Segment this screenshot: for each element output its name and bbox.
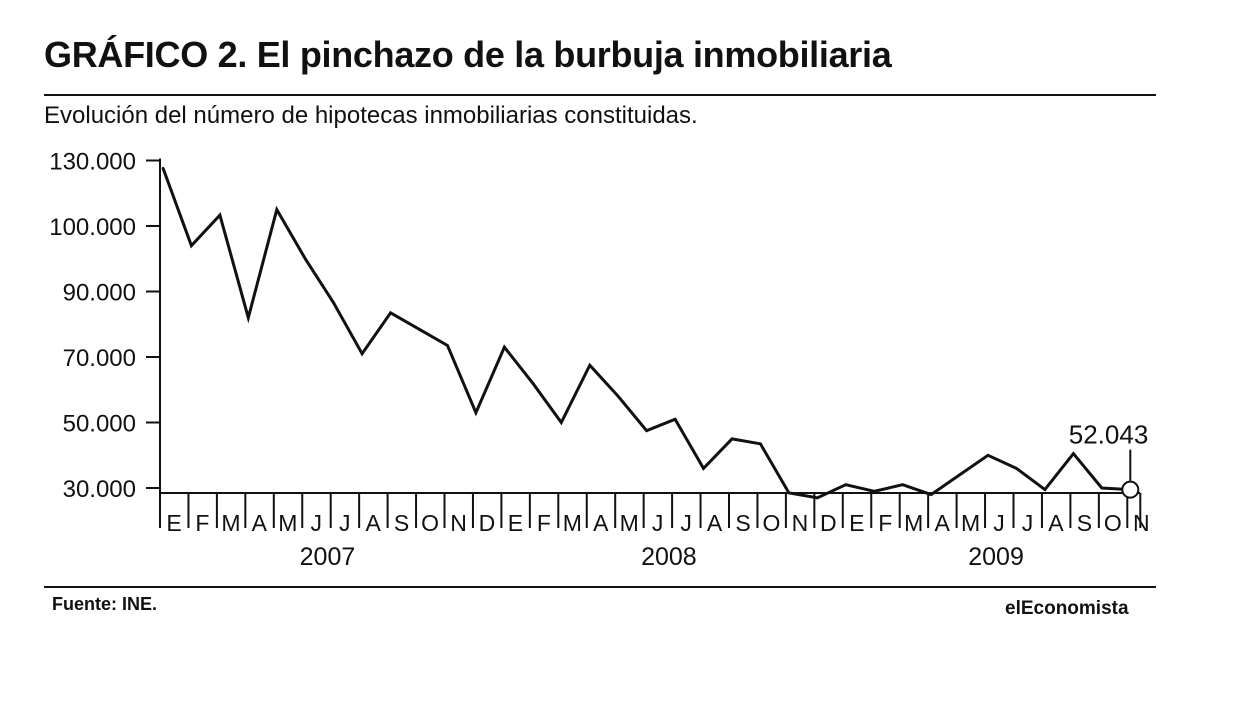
x-tick-label: E: [849, 510, 864, 536]
publisher-logo: elEconomista: [1005, 598, 1129, 619]
x-tick-label: S: [735, 510, 750, 536]
chart-title: GRÁFICO 2. El pinchazo de la burbuja inm…: [44, 34, 892, 75]
data-point: [247, 316, 250, 319]
data-point: [1100, 486, 1104, 490]
data-point: [759, 442, 762, 445]
data-point: [474, 411, 478, 414]
data-point: [787, 491, 791, 495]
y-axis: 30.000 50.000 70.000 90.000 100.000 130.000: [49, 149, 161, 503]
data-point: [560, 421, 563, 424]
x-tick-label: J: [652, 510, 664, 536]
data-point: [1072, 452, 1075, 455]
data-point: [588, 364, 591, 367]
x-tick-label: M: [221, 510, 240, 536]
data-point: [360, 352, 364, 355]
x-tick-label: N: [792, 510, 809, 536]
x-tick-label: N: [1133, 510, 1150, 536]
data-point: [901, 483, 904, 486]
year-label: 2007: [300, 543, 356, 571]
x-tick-label: O: [1104, 510, 1122, 536]
data-point: [275, 208, 278, 211]
x-tick-label: A: [1048, 510, 1064, 536]
data-point: [389, 311, 392, 314]
data-point: [218, 213, 222, 217]
x-tick-label: J: [311, 510, 323, 536]
x-tick-label: D: [479, 510, 496, 536]
x-tick-label: M: [278, 510, 297, 536]
x-tick-label: A: [252, 510, 268, 536]
year-label: 2009: [968, 543, 1024, 571]
y-tick-label: 90.000: [63, 280, 136, 307]
data-point: [503, 346, 506, 349]
x-tick-label: E: [508, 510, 523, 536]
x-tick-label: O: [763, 510, 781, 536]
x-tick-label: F: [537, 510, 551, 536]
data-point: [645, 429, 648, 432]
x-tick-label: A: [707, 510, 723, 536]
series-line: [161, 167, 1131, 500]
year-label: 2008: [641, 543, 697, 571]
data-point: [332, 301, 335, 305]
data-point: [730, 437, 734, 441]
x-tick-label: N: [450, 510, 467, 536]
title-divider: [44, 94, 1156, 96]
data-point: [816, 496, 819, 499]
data-point: [190, 244, 193, 247]
data-point: [844, 483, 847, 486]
data-point: [702, 467, 705, 470]
x-tick-label: J: [1022, 510, 1034, 536]
source-note: Fuente: INE.: [52, 594, 158, 614]
data-point: [1043, 488, 1047, 491]
x-tick-label: J: [339, 510, 351, 536]
y-tick-label: 30.000: [63, 476, 136, 503]
x-tick-label: E: [166, 510, 181, 536]
data-point: [617, 395, 620, 398]
x-tick-label: M: [961, 510, 980, 536]
data-point: [161, 166, 165, 170]
x-tick-label: A: [593, 510, 609, 536]
data-point: [531, 382, 534, 385]
data-point: [446, 344, 449, 347]
x-tick-label: S: [394, 510, 409, 536]
x-tick-label: F: [195, 510, 209, 536]
data-point: [958, 473, 961, 477]
x-tick-label: F: [878, 510, 892, 536]
x-tick-label: D: [820, 510, 837, 536]
x-tick-label: J: [993, 510, 1005, 536]
data-point: [873, 490, 876, 493]
x-tick-label: A: [365, 510, 381, 536]
y-tick-label: 100.000: [49, 214, 136, 241]
x-tick-label: M: [620, 510, 639, 536]
x-tick-label: M: [563, 510, 582, 536]
data-point: [986, 454, 990, 457]
data-point: [417, 328, 421, 331]
data-point: [304, 257, 307, 260]
x-tick-label: S: [1077, 510, 1092, 536]
annotation: 52.043: [1069, 420, 1149, 499]
footer-divider: [44, 586, 1156, 588]
last-point-marker: [1121, 480, 1140, 499]
x-tick-label: O: [421, 510, 439, 536]
series: [161, 166, 1132, 500]
x-tick-label: M: [904, 510, 923, 536]
data-point: [929, 493, 933, 496]
last-value-label: 52.043: [1069, 420, 1149, 450]
x-tick-label: J: [680, 510, 692, 536]
y-tick-label: 70.000: [63, 345, 136, 372]
y-tick-label: 130.000: [49, 149, 136, 176]
x-tick-label: A: [934, 510, 950, 536]
y-tick-label: 50.000: [63, 411, 136, 438]
data-point: [1015, 467, 1018, 470]
data-point: [673, 418, 677, 421]
chart-subtitle: Evolución del número de hipotecas inmobi…: [44, 102, 698, 129]
